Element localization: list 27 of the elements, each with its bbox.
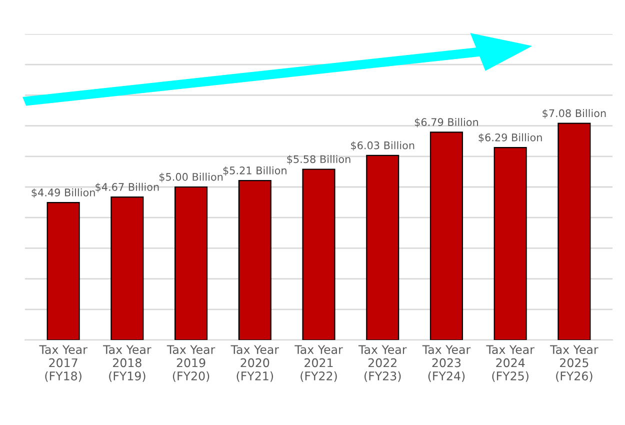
data-label: $6.79 Billion xyxy=(414,118,478,128)
x-tick-label: Tax Year 2025 (FY26) xyxy=(550,345,598,382)
bar xyxy=(494,146,527,340)
data-label: $5.00 Billion xyxy=(159,172,223,182)
bar xyxy=(238,180,272,340)
x-tick-label: Tax Year 2022 (FY23) xyxy=(358,345,407,382)
bar xyxy=(366,154,400,340)
x-tick-label: Tax Year 2017 (FY18) xyxy=(39,345,88,382)
bar xyxy=(558,122,591,340)
x-tick-label: Tax Year 2024 (FY25) xyxy=(486,345,534,382)
data-label: $5.21 Billion xyxy=(223,166,286,176)
x-tick-label: Tax Year 2020 (FY21) xyxy=(230,345,280,382)
data-label: $4.49 Billion xyxy=(32,188,95,198)
bar xyxy=(430,132,463,340)
data-label: $7.08 Billion xyxy=(542,109,606,119)
x-tick-label: Tax Year 2018 (FY19) xyxy=(103,345,152,382)
data-label: $6.03 Billion xyxy=(351,141,414,151)
data-label: $4.67 Billion xyxy=(96,182,159,192)
x-tick-label: Tax Year 2021 (FY22) xyxy=(294,345,343,382)
x-tick-label: Tax Year 2023 (FY24) xyxy=(422,345,471,382)
bar xyxy=(174,186,208,340)
bar xyxy=(110,196,144,340)
data-label: $5.58 Billion xyxy=(287,155,350,164)
x-tick-label: Tax Year 2019 (FY20) xyxy=(166,345,216,382)
bar xyxy=(46,202,80,340)
data-label: $6.29 Billion xyxy=(478,133,542,143)
bar xyxy=(302,168,336,340)
